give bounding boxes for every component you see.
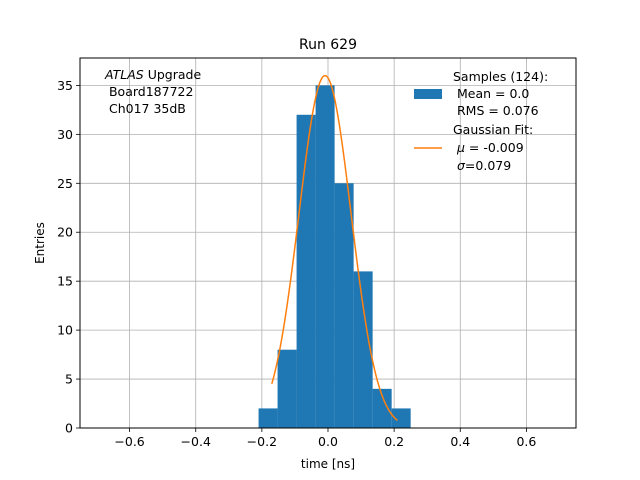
y-tick-label: 25 xyxy=(57,176,73,191)
annotation-line-1: ATLAS Upgrade xyxy=(104,67,201,82)
y-tick-label: 0 xyxy=(65,421,73,436)
y-tick-label: 5 xyxy=(65,372,73,387)
histogram-bar xyxy=(372,388,392,428)
x-tick-label: −0.4 xyxy=(181,434,211,449)
x-axis-ticks: −0.6 −0.4 −0.2 0.0 0.2 0.4 0.6 xyxy=(114,428,536,449)
x-tick-label: 0.4 xyxy=(450,434,470,449)
histogram-bar xyxy=(353,271,373,428)
annotation-atlas: ATLAS xyxy=(104,67,144,82)
annotation-block: ATLAS Upgrade Board187722 Ch017 35dB xyxy=(104,67,201,116)
legend-mu-symbol: μ xyxy=(456,140,465,155)
legend-samples-line-1: Samples (124): xyxy=(453,69,548,84)
histogram-bar xyxy=(391,408,411,428)
annotation-line-3: Ch017 35dB xyxy=(105,101,186,116)
legend-mu-value: = -0.009 xyxy=(465,140,524,155)
x-tick-label: −0.2 xyxy=(247,434,277,449)
histogram-bar xyxy=(334,183,354,428)
gaussian-fit-curve xyxy=(271,74,398,422)
legend-fit-line-3: σ=0.079 xyxy=(453,158,511,173)
y-tick-label: 35 xyxy=(57,78,73,93)
y-tick-label: 10 xyxy=(57,323,73,338)
x-axis-label: time [ns] xyxy=(301,457,355,471)
chart-title: Run 629 xyxy=(299,37,357,53)
legend-fit-line-2: μ = -0.009 xyxy=(453,140,524,155)
legend: Samples (124): Mean = 0.0 RMS = 0.076 Ga… xyxy=(414,69,548,173)
x-tick-label: 0.0 xyxy=(318,434,338,449)
y-tick-label: 15 xyxy=(57,274,73,289)
histogram-bar xyxy=(258,408,278,428)
histogram-bar xyxy=(277,349,297,428)
y-axis-ticks: 0 5 10 15 20 25 30 35 xyxy=(57,78,80,436)
legend-samples-swatch xyxy=(414,89,442,99)
x-tick-label: 0.2 xyxy=(384,434,404,449)
legend-samples-line-3: RMS = 0.076 xyxy=(453,103,539,118)
histogram-bar xyxy=(315,85,335,428)
annotation-upgrade: Upgrade xyxy=(144,67,202,82)
legend-sigma-symbol: σ xyxy=(457,158,466,173)
y-tick-label: 20 xyxy=(57,225,73,240)
legend-fit-line-1: Gaussian Fit: xyxy=(453,122,533,137)
y-axis-label: Entries xyxy=(33,222,47,264)
annotation-line-2: Board187722 xyxy=(105,84,193,99)
x-tick-label: −0.6 xyxy=(114,434,144,449)
x-tick-label: 0.6 xyxy=(516,434,536,449)
y-tick-label: 30 xyxy=(57,127,73,142)
legend-samples-line-2: Mean = 0.0 xyxy=(453,86,529,101)
legend-sigma-value: =0.079 xyxy=(465,158,511,173)
